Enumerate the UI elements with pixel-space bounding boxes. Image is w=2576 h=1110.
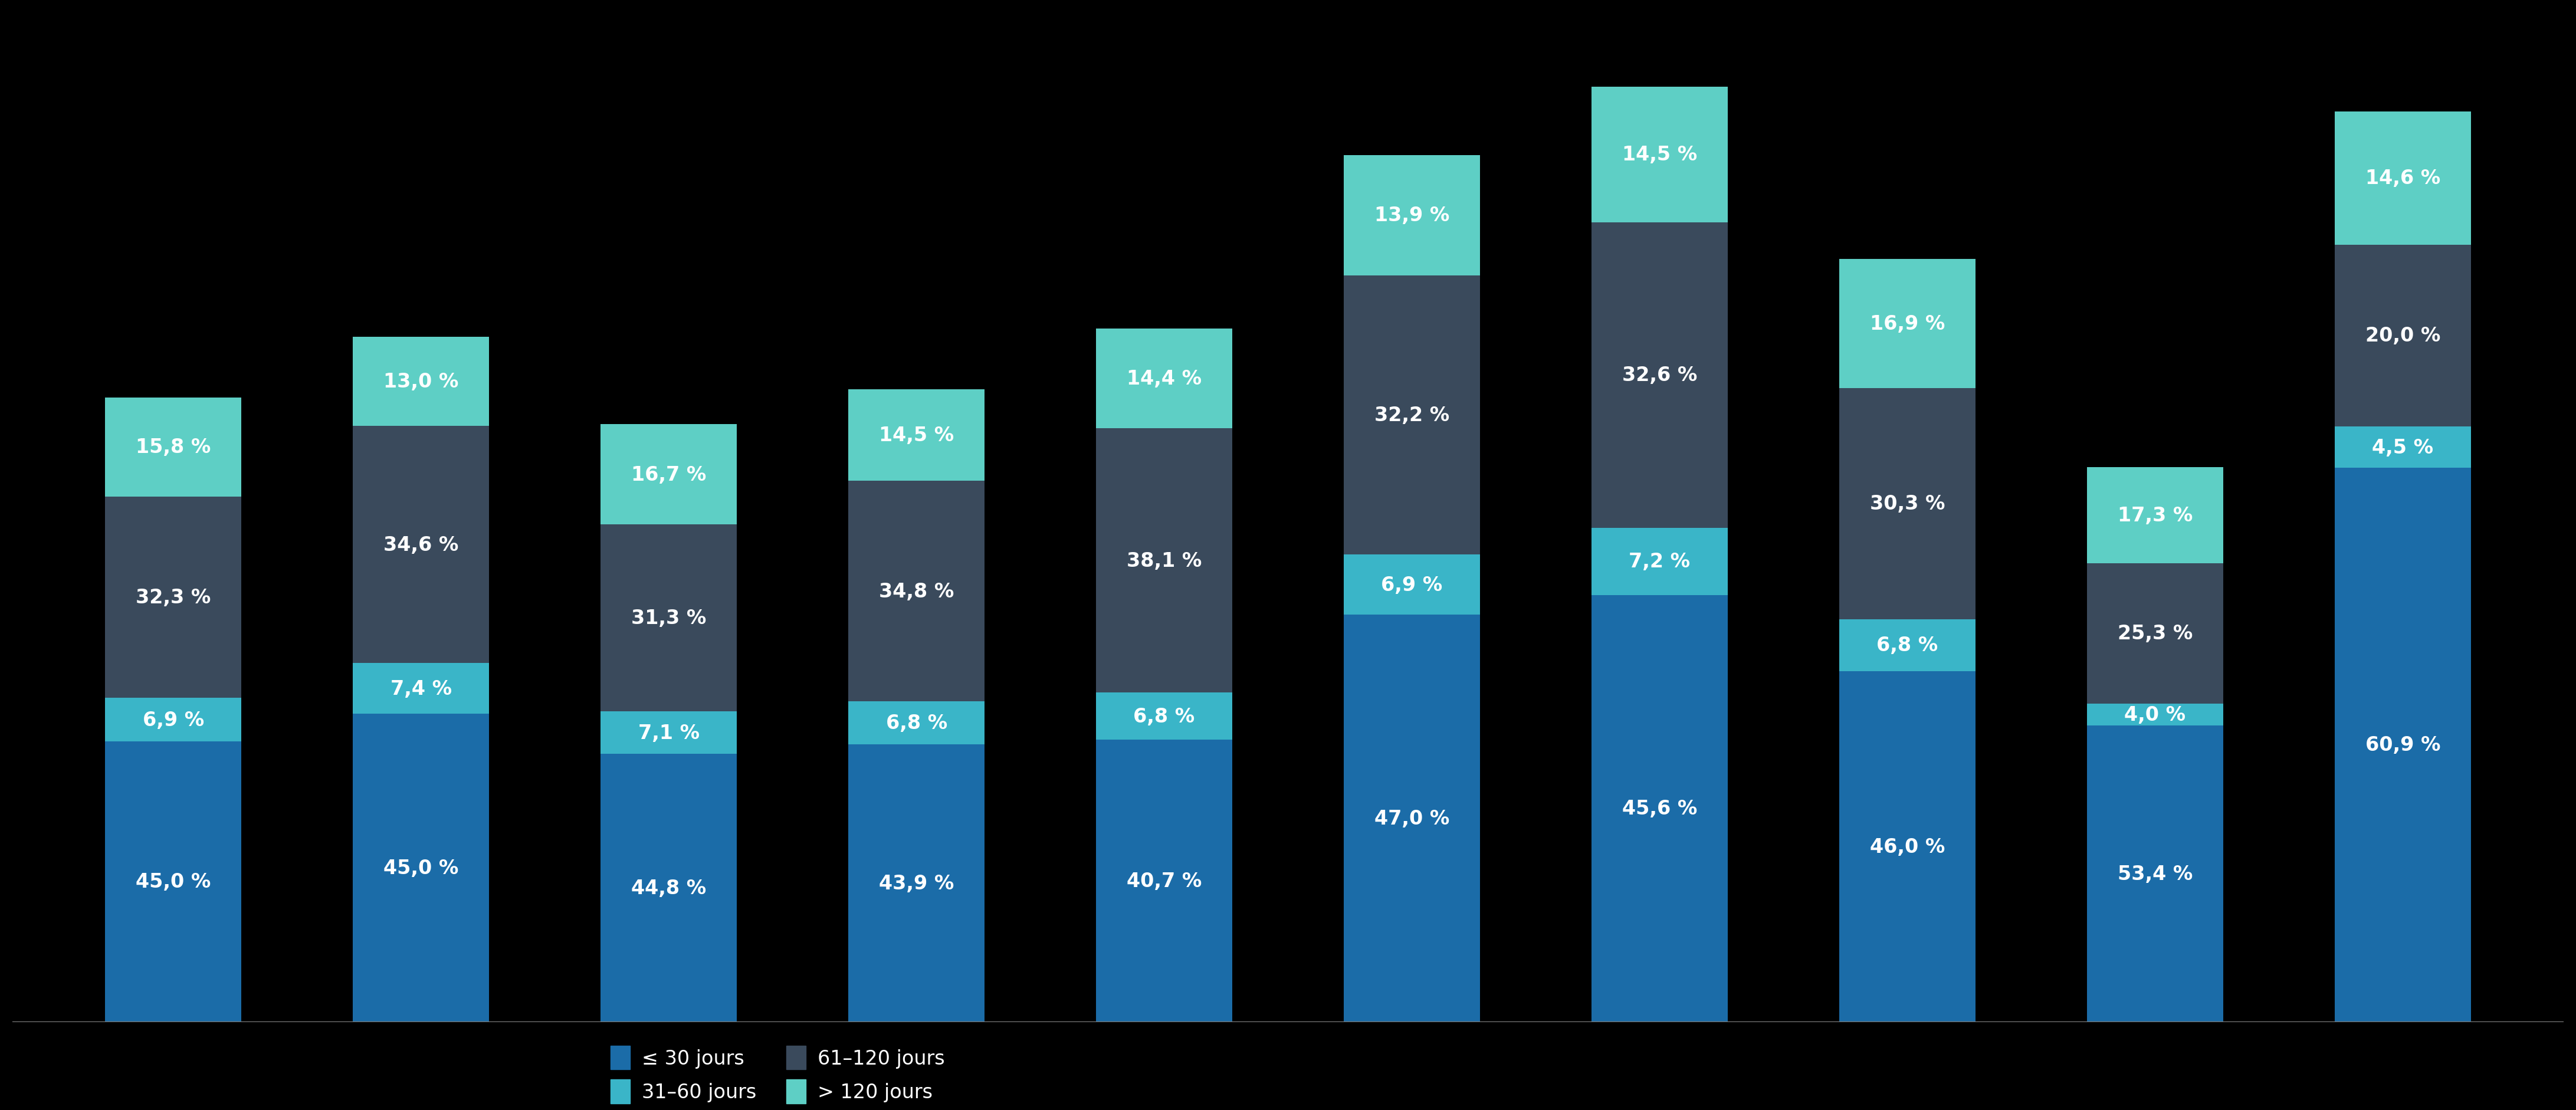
Text: 4,5 %: 4,5 % (2372, 437, 2434, 457)
Text: 14,5 %: 14,5 % (878, 425, 953, 445)
Bar (600, 712, 737, 754)
Bar (600, 425, 737, 525)
Text: 6,8 %: 6,8 % (1875, 636, 1937, 655)
Text: 14,6 %: 14,6 % (2365, 169, 2439, 189)
Text: 6,8 %: 6,8 % (1133, 707, 1195, 726)
Text: 45,6 %: 45,6 % (1623, 799, 1698, 818)
Bar (1095, 740, 1231, 1022)
Bar (353, 337, 489, 426)
Text: 40,7 %: 40,7 % (1126, 871, 1200, 890)
Bar (2087, 704, 2223, 726)
Bar (848, 745, 984, 1022)
Text: 45,0 %: 45,0 % (137, 872, 211, 891)
Text: 34,6 %: 34,6 % (384, 535, 459, 555)
Bar (1095, 693, 1231, 740)
Text: 32,6 %: 32,6 % (1623, 365, 1698, 385)
Bar (106, 496, 242, 698)
Text: 16,7 %: 16,7 % (631, 465, 706, 484)
Bar (600, 754, 737, 1022)
Bar (1095, 428, 1231, 693)
Bar (1345, 555, 1481, 615)
Bar (1592, 528, 1728, 595)
Bar (1095, 329, 1231, 428)
Bar (1592, 223, 1728, 528)
Bar (1592, 87, 1728, 223)
Bar (1592, 595, 1728, 1022)
Bar (2334, 427, 2470, 468)
Bar (2334, 112, 2470, 245)
Text: 53,4 %: 53,4 % (2117, 865, 2192, 884)
Text: 34,8 %: 34,8 % (878, 582, 953, 601)
Bar (2087, 467, 2223, 564)
Text: 47,0 %: 47,0 % (1376, 809, 1450, 828)
Text: 17,3 %: 17,3 % (2117, 506, 2192, 525)
Text: 60,9 %: 60,9 % (2365, 735, 2439, 755)
Bar (848, 481, 984, 702)
Bar (1345, 155, 1481, 276)
Bar (353, 426, 489, 664)
Bar (1839, 388, 1976, 619)
Bar (353, 664, 489, 714)
Text: 13,9 %: 13,9 % (1376, 206, 1450, 225)
Bar (106, 398, 242, 496)
Bar (1839, 260, 1976, 388)
Text: 7,1 %: 7,1 % (639, 724, 701, 743)
Bar (106, 698, 242, 741)
Text: 6,9 %: 6,9 % (1381, 575, 1443, 595)
Text: 25,3 %: 25,3 % (2117, 624, 2192, 644)
Text: 31,3 %: 31,3 % (631, 608, 706, 628)
Bar (2087, 726, 2223, 1022)
Bar (848, 702, 984, 745)
Text: 7,2 %: 7,2 % (1628, 552, 1690, 572)
Bar (353, 714, 489, 1022)
Text: 45,0 %: 45,0 % (384, 858, 459, 878)
Bar (600, 525, 737, 712)
Text: 44,8 %: 44,8 % (631, 878, 706, 898)
Text: 32,3 %: 32,3 % (137, 588, 211, 607)
Text: 4,0 %: 4,0 % (2125, 705, 2184, 725)
Text: 14,4 %: 14,4 % (1126, 369, 1200, 388)
Bar (2087, 564, 2223, 704)
Bar (2334, 245, 2470, 427)
Text: 20,0 %: 20,0 % (2365, 326, 2439, 345)
Text: 6,8 %: 6,8 % (886, 713, 948, 733)
Legend: ≤ 30 jours, 31–60 jours, 61–120 jours, > 120 jours: ≤ 30 jours, 31–60 jours, 61–120 jours, >… (600, 1036, 956, 1110)
Text: 43,9 %: 43,9 % (878, 874, 953, 892)
Text: 13,0 %: 13,0 % (384, 372, 459, 392)
Text: 16,9 %: 16,9 % (1870, 314, 1945, 334)
Bar (106, 741, 242, 1022)
Text: 46,0 %: 46,0 % (1870, 837, 1945, 857)
Bar (848, 390, 984, 481)
Text: 6,9 %: 6,9 % (142, 710, 204, 729)
Bar (1345, 615, 1481, 1022)
Text: 14,5 %: 14,5 % (1623, 145, 1698, 164)
Text: 7,4 %: 7,4 % (392, 679, 451, 698)
Text: 38,1 %: 38,1 % (1126, 551, 1200, 571)
Bar (2334, 468, 2470, 1022)
Text: 15,8 %: 15,8 % (137, 437, 211, 457)
Bar (1839, 619, 1976, 672)
Text: 30,3 %: 30,3 % (1870, 494, 1945, 514)
Bar (1839, 672, 1976, 1022)
Text: 32,2 %: 32,2 % (1376, 406, 1450, 425)
Bar (1345, 276, 1481, 555)
